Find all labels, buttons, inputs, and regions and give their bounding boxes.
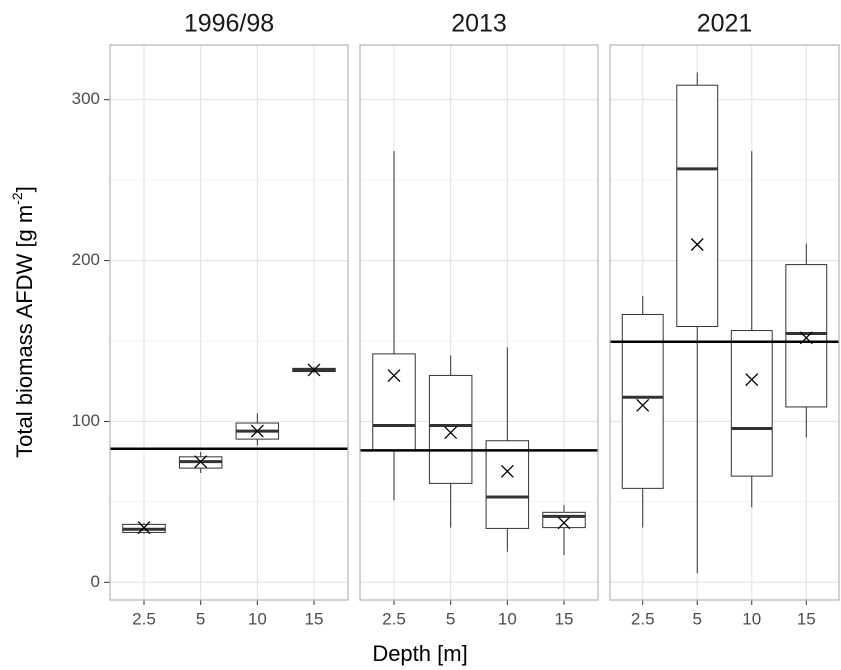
y-tick-label: 200 [72,250,100,269]
x-axis-title: Depth [m] [372,641,467,666]
box [730,330,773,477]
mean-marker [307,363,321,377]
x-tick-label: 15 [797,609,816,628]
x-tick-label: 15 [305,609,324,628]
panel-border [359,44,599,601]
x-tick-label: 2.5 [132,609,156,628]
x-tick-label: 10 [742,609,761,628]
mean-marker [387,369,401,383]
x-tick-label: 5 [693,609,702,628]
box [621,313,664,489]
x-tick-label: 2.5 [631,609,655,628]
facet-title: 2021 [697,10,753,38]
mean-marker [636,398,650,412]
facet-title: 1996/98 [184,10,274,38]
y-tick-label: 300 [72,89,100,108]
panel-border [609,44,840,601]
mean-marker [690,238,704,251]
x-tick-label: 5 [446,609,455,628]
x-tick-label: 2.5 [382,609,406,628]
box [372,353,416,451]
facet-title: 2013 [451,10,507,38]
x-tick-label: 15 [555,609,574,628]
box [542,511,586,529]
mean-marker [137,521,151,535]
mean-marker [194,455,208,469]
y-axis-title: Total biomass AFDW [g m-2] [9,186,37,458]
x-tick-label: 10 [498,609,517,628]
x-tick-label: 10 [248,609,267,628]
panel-border [109,44,349,601]
x-tick-label: 5 [196,609,205,628]
mean-marker [500,464,514,478]
mean-marker [557,516,571,530]
panel-background [110,45,348,600]
box [485,440,530,529]
mean-marker [444,426,458,440]
y-axis-title-sup: -2 [9,192,25,205]
mean-marker [250,424,264,438]
box [676,84,719,328]
box [428,374,473,484]
box [785,264,828,408]
panel-background [360,45,598,600]
y-axis-title-main: Total biomass AFDW [g m [12,205,37,458]
y-tick-label: 100 [72,411,100,430]
y-axis-title-end: ] [12,186,37,192]
mean-marker [745,373,759,387]
y-tick-label: 0 [91,572,100,591]
